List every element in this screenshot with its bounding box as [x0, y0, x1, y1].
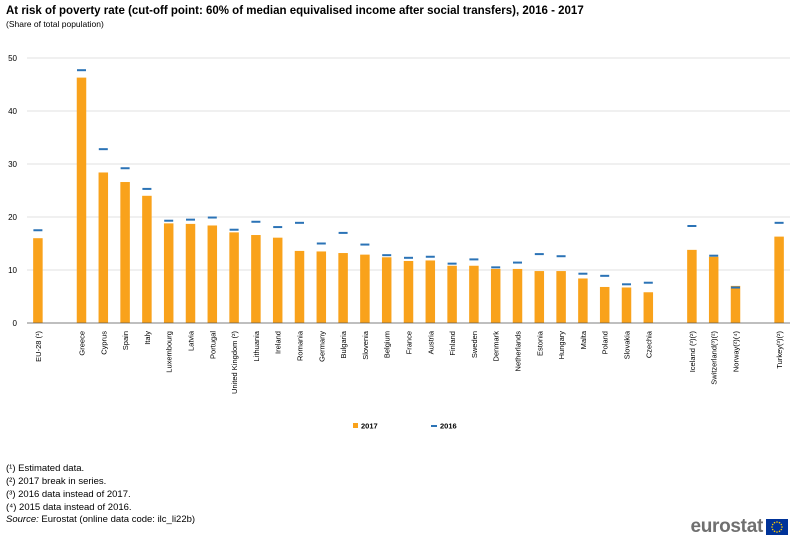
x-tick-label: Ireland	[274, 331, 283, 354]
bar-2017	[98, 172, 109, 323]
bar-2017	[142, 195, 152, 323]
x-tick-label: Finland	[448, 331, 457, 356]
bar-2017	[447, 265, 457, 323]
y-tick-label: 0	[13, 319, 18, 328]
bar-2017	[120, 182, 130, 323]
y-tick-label: 30	[8, 160, 17, 169]
footnote-3: (³) 2016 data instead of 2017.	[6, 489, 131, 500]
bar-2017	[621, 287, 632, 323]
footnote-4: (⁴) 2015 data instead of 2016.	[6, 502, 132, 513]
source-label: Source:	[6, 514, 39, 525]
legend-swatch-2017	[353, 423, 358, 428]
bars-2017	[33, 77, 784, 323]
bar-2017	[33, 238, 43, 323]
footnote-2: (²) 2017 break in series.	[6, 476, 107, 487]
x-tick-label: Spain	[121, 331, 130, 350]
x-tick-label: Romania	[296, 330, 305, 361]
x-tick-label: EU-28 (¹)	[34, 331, 43, 362]
bar-2017	[381, 257, 392, 323]
x-tick-label: Malta	[579, 330, 588, 349]
bar-2017	[207, 225, 218, 323]
gridlines	[27, 57, 790, 271]
x-tick-label: France	[405, 331, 414, 354]
chart-subtitle: (Share of total population)	[6, 19, 104, 29]
x-tick-label: Estonia	[535, 330, 544, 356]
x-tick-label: Czechia	[644, 330, 653, 358]
bar-2017	[272, 237, 283, 323]
bar-2017	[185, 223, 196, 323]
bar-2017	[338, 253, 348, 323]
x-tick-label: Greece	[78, 331, 87, 356]
y-tick-label: 40	[8, 107, 17, 116]
bar-2017	[294, 250, 305, 323]
x-tick-label: Germany	[317, 331, 326, 362]
chart-title: At risk of poverty rate (cut-off point: …	[6, 5, 584, 17]
x-tick-label: Denmark	[492, 331, 501, 362]
source-note: Source: Eurostat (online data code: ilc_…	[6, 514, 195, 525]
y-tick-label: 50	[8, 54, 17, 63]
x-tick-label: Switzerland(³)(²)	[710, 331, 719, 385]
x-tick-label: Lithuania	[252, 330, 261, 361]
bar-2017	[578, 278, 588, 323]
source-text: Eurostat (online data code: ilc_li22b)	[38, 514, 196, 525]
bar-2017	[251, 235, 261, 323]
bar-2017	[708, 256, 719, 323]
bar-2017	[360, 254, 370, 323]
bar-2017	[425, 260, 436, 323]
x-tick-label: United Kingdom (²)	[230, 331, 239, 394]
eurostat-logo: eurostat	[690, 516, 788, 538]
x-tick-label: Slovakia	[623, 330, 632, 359]
x-tick-label: Italy	[143, 331, 152, 345]
x-tick-label: Bulgaria	[339, 330, 348, 358]
eu-flag-icon	[766, 519, 788, 535]
x-tick-label: Slovenia	[361, 330, 370, 360]
y-tick-label: 10	[8, 266, 17, 275]
bar-2017	[76, 77, 87, 323]
footnote-1: (¹) Estimated data.	[6, 463, 85, 474]
x-tick-label: Belgium	[383, 331, 392, 358]
bar-2017	[316, 251, 327, 323]
x-tick-label: Luxembourg	[165, 331, 174, 373]
x-tick-label: Latvia	[187, 330, 196, 351]
x-tick-label: Iceland (³)(²)	[688, 331, 697, 373]
bar-2017	[469, 265, 479, 323]
x-tick-label: Austria	[426, 330, 435, 354]
bar-2017	[534, 271, 545, 323]
bar-2017	[403, 260, 414, 323]
y-tick-label: 20	[8, 213, 17, 222]
x-tick-label: Sweden	[470, 331, 479, 358]
bar-2017	[163, 223, 174, 323]
bar-2017	[512, 268, 523, 323]
bar-2017	[556, 271, 566, 323]
x-tick-label: Hungary	[557, 331, 566, 360]
x-tick-label: Norway(²)(⁴)	[732, 331, 741, 373]
bar-2017	[599, 286, 610, 323]
logo-wordmark: eurostat	[690, 516, 763, 537]
bar-2017	[490, 268, 501, 323]
legend: 2017 2016	[353, 422, 457, 431]
bar-2017	[687, 249, 697, 323]
x-tick-label: Portugal	[208, 331, 217, 359]
bar-2017	[730, 285, 741, 323]
x-tick-label: Netherlands	[514, 331, 523, 372]
bar-2017	[774, 236, 784, 323]
x-tick-label: Turkey(³)(²)	[775, 331, 784, 369]
markers-2016	[33, 69, 784, 289]
bar-2017	[643, 292, 654, 323]
legend-label-2017: 2017	[361, 422, 378, 431]
x-tick-label: Cyprus	[99, 331, 108, 355]
axes: 0 10 20 30 40 50 EU-28 (¹) Greece Cyprus Spain Ita…	[8, 54, 790, 394]
bar-2017	[229, 232, 239, 323]
legend-label-2016: 2016	[440, 422, 457, 431]
x-tick-label: Poland	[601, 331, 610, 354]
